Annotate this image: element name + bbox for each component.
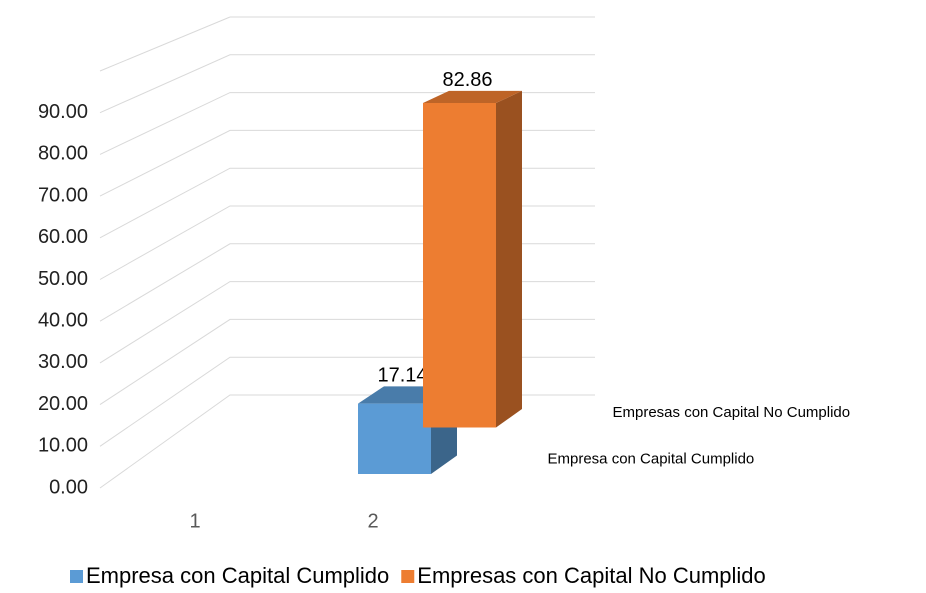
data-label: 82.86 xyxy=(442,69,492,91)
y-tick-label: 10.00 xyxy=(38,435,88,457)
series-axis-label: Empresas con Capital No Cumplido xyxy=(613,404,851,421)
bar-side xyxy=(496,90,522,428)
y-tick-label: 20.00 xyxy=(38,393,88,415)
grid-line xyxy=(99,54,595,114)
y-tick-label: 50.00 xyxy=(38,268,88,290)
y-tick-label: 30.00 xyxy=(38,351,88,373)
legend-swatch xyxy=(401,570,415,583)
bar-front xyxy=(358,403,431,475)
legend-label: Empresas con Capital No Cumplido xyxy=(417,563,766,588)
y-tick-label: 60.00 xyxy=(38,226,88,248)
y-tick-label: 0.00 xyxy=(49,476,88,498)
bar xyxy=(423,90,522,428)
data-label: 17.14 xyxy=(377,365,427,387)
y-tick-label: 90.00 xyxy=(38,101,88,123)
y-tick-label: 70.00 xyxy=(38,184,88,206)
wall-edge xyxy=(99,16,231,72)
legend-swatch xyxy=(70,570,83,583)
x-tick-label: 1 xyxy=(189,510,200,532)
bar-top xyxy=(423,90,522,104)
bar-front xyxy=(423,103,496,428)
series-axis-label: Empresa con Capital Cumplido xyxy=(548,451,755,468)
y-tick-label: 40.00 xyxy=(38,309,88,331)
x-tick-label: 2 xyxy=(367,510,378,532)
legend-label: Empresa con Capital Cumplido xyxy=(86,563,389,588)
y-tick-label: 80.00 xyxy=(38,143,88,165)
